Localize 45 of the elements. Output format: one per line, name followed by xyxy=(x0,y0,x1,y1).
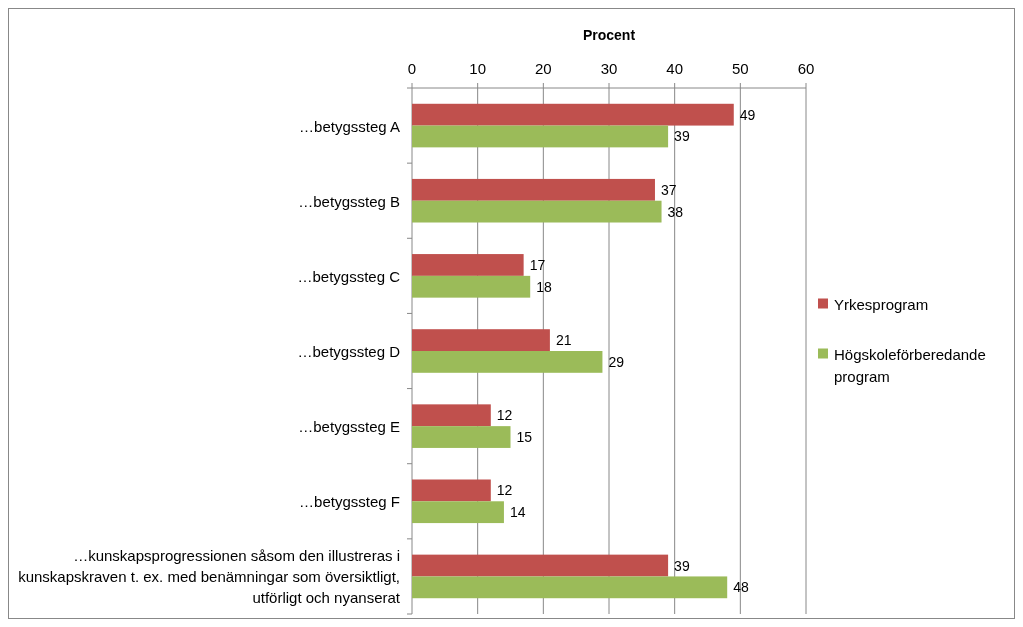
data-label: 39 xyxy=(674,557,690,574)
legend-label: Yrkesprogram xyxy=(834,295,929,312)
data-label: 15 xyxy=(516,429,533,446)
data-label: 21 xyxy=(555,332,572,349)
data-label: 12 xyxy=(496,482,513,499)
x-tick-label: 10 xyxy=(469,60,487,77)
x-tick-label: 50 xyxy=(731,60,749,77)
legend-label: Högskoleförberedande program xyxy=(834,345,986,384)
y-tick-label: …betygssteg A xyxy=(299,117,400,135)
data-label: 12 xyxy=(496,407,513,424)
y-tick-label: …betygssteg C xyxy=(297,267,401,285)
y-tick-label: …betygssteg B xyxy=(298,192,400,210)
data-label: 17 xyxy=(529,256,546,273)
data-label: 38 xyxy=(667,203,684,220)
bar xyxy=(412,254,524,276)
y-tick-label: …betygssteg F xyxy=(299,492,400,510)
x-tick-label: 40 xyxy=(666,60,684,77)
data-label: 14 xyxy=(509,504,526,521)
data-label: 39 xyxy=(674,128,690,145)
x-tick-label: 0 xyxy=(407,60,417,77)
data-label: 48 xyxy=(733,579,749,596)
bar xyxy=(412,479,491,502)
y-tick-label: …kunskapsprogressionen såsom den illustreras i kunskapskraven t. ex. med benämningar som översiktligt, utförligt och nyanserat xyxy=(18,546,401,606)
x-tick-label: 30 xyxy=(600,60,618,77)
x-axis-title: Procent xyxy=(582,27,636,43)
bar xyxy=(412,501,504,524)
bar xyxy=(412,200,662,223)
x-tick-label: 20 xyxy=(534,60,552,77)
bar xyxy=(412,426,511,448)
data-label: 29 xyxy=(608,353,625,370)
data-label: 18 xyxy=(536,278,552,295)
bar xyxy=(412,329,550,351)
x-tick-label: 60 xyxy=(797,60,815,77)
data-label: 37 xyxy=(660,181,677,198)
bar xyxy=(412,576,728,599)
bar xyxy=(412,404,491,427)
bar xyxy=(412,125,669,148)
bar xyxy=(412,351,603,373)
y-tick-label: …betygssteg E xyxy=(298,417,400,435)
bar xyxy=(412,178,655,201)
data-label: 49 xyxy=(739,106,756,123)
y-tick-label: …betygssteg D xyxy=(297,342,401,360)
bar xyxy=(412,103,734,126)
bar xyxy=(412,554,669,577)
bar xyxy=(412,275,531,298)
